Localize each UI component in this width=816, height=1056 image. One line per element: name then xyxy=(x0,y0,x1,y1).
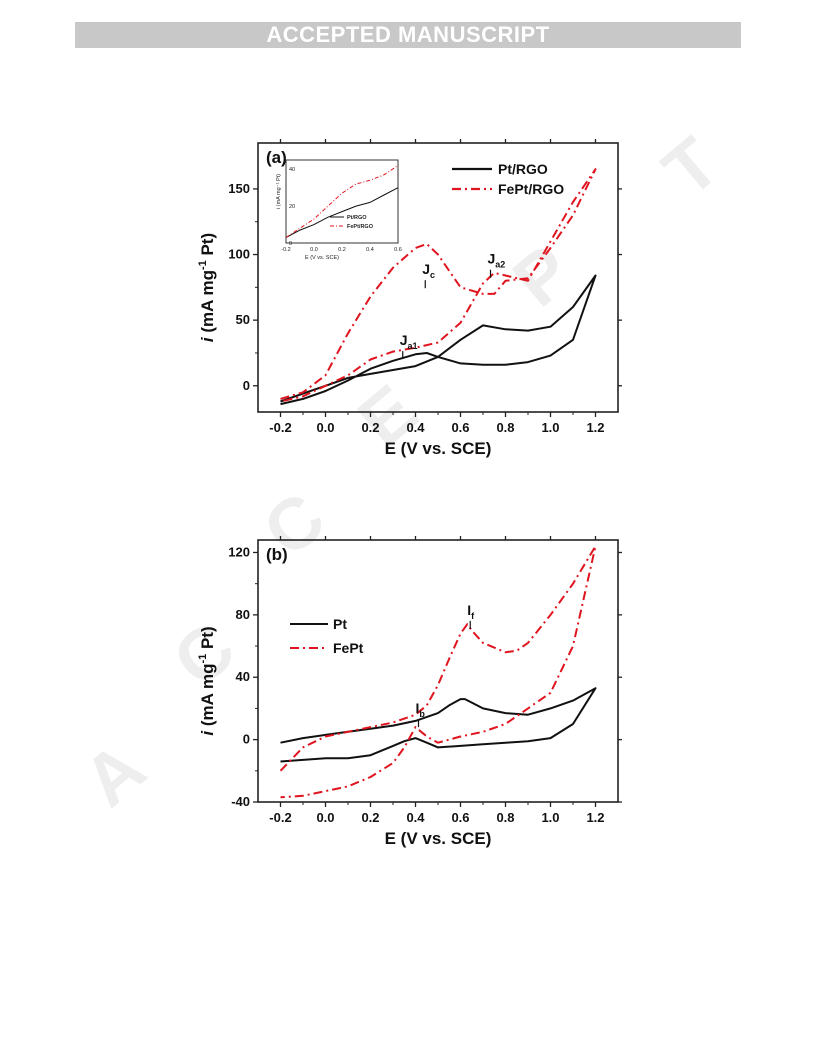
inset-chart: -0.2 0.0 0.2 0.4 0.6 0 20 40 E (V vs. SCE) i (mA … xyxy=(276,159,402,261)
annotation-label: Jc xyxy=(422,261,435,280)
annotation-label: Ja1 xyxy=(400,332,418,351)
x-tick-label: 1.2 xyxy=(586,420,604,435)
x-tick-label: 0.8 xyxy=(496,420,514,435)
x-tick-label: -0.2 xyxy=(269,810,291,825)
inset-legend-entry: Pt/RGO xyxy=(347,215,367,221)
x-tick-label: 0.4 xyxy=(406,810,425,825)
inset-legend-entry: FePt/RGO xyxy=(347,224,374,230)
y-tick-label: 0 xyxy=(243,378,250,393)
inset-x-tick-label: -0.2 xyxy=(281,247,290,253)
y-axis-label: i (mA mg-1 Pt) xyxy=(197,233,217,342)
legend-b: Pt FePt xyxy=(290,616,364,656)
x-tick-label: 1.2 xyxy=(586,810,604,825)
chart-a: -0.2 0.0 0.2 0.4 0.6 0.8 1.0 1.2 0 50 100 150 E (V v… xyxy=(197,139,622,458)
x-tick-label: 0.0 xyxy=(316,810,334,825)
x-tick-label: 0.4 xyxy=(406,420,425,435)
panel-label: (a) xyxy=(266,148,287,167)
x-tick-label: -0.2 xyxy=(269,420,291,435)
legend-entry: Pt xyxy=(333,616,347,632)
inset-y-tick-label: 20 xyxy=(289,204,295,210)
legend-entry: Pt/RGO xyxy=(498,161,548,177)
y-tick-label: -40 xyxy=(231,794,250,809)
legend-a: Pt/RGO FePt/RGO xyxy=(452,161,564,197)
y-tick-label: 100 xyxy=(228,247,250,262)
y-tick-label: 0 xyxy=(243,732,250,747)
y-tick-label: 80 xyxy=(236,607,250,622)
plot-frame xyxy=(257,539,619,803)
x-axis-label: E (V vs. SCE) xyxy=(385,829,492,848)
inset-y-label: i (mA mg⁻¹ Pt) xyxy=(276,174,282,209)
inset-x-tick-label: 0.0 xyxy=(310,247,318,253)
watermark: ACCEPT xyxy=(69,123,734,823)
series-line-fept xyxy=(279,545,597,799)
annotation-label: If xyxy=(467,602,475,621)
y-tick-label: 150 xyxy=(228,181,250,196)
watermark-letter: A xyxy=(69,728,160,823)
inset-series-line xyxy=(285,187,399,238)
inset-x-tick-label: 0.2 xyxy=(338,247,346,253)
y-axis-label: i (mA mg-1 Pt) xyxy=(197,626,217,735)
x-tick-label: 0.6 xyxy=(451,420,469,435)
x-tick-label: 0.2 xyxy=(361,420,379,435)
series-line-pt xyxy=(280,687,597,763)
x-tick-label: 1.0 xyxy=(541,420,559,435)
chart-b: -0.2 0.0 0.2 0.4 0.6 0.8 1.0 1.2 -40 0 40 80 120 E (V… xyxy=(197,536,622,848)
x-tick-label: 0.0 xyxy=(316,420,334,435)
x-tick-label: 0.2 xyxy=(361,810,379,825)
legend-entry: FePt/RGO xyxy=(498,181,564,197)
y-tick-label: 120 xyxy=(228,544,250,559)
annotation-label: Ib xyxy=(416,700,426,719)
inset-x-tick-label: 0.6 xyxy=(394,247,402,253)
x-tick-label: 0.6 xyxy=(451,810,469,825)
inset-frame xyxy=(285,159,399,244)
series-line-pt-rgo xyxy=(280,274,597,406)
y-tick-label: 50 xyxy=(236,312,250,327)
legend-entry: FePt xyxy=(333,640,364,656)
inset-y-tick-label: 0 xyxy=(289,241,292,247)
x-axis-label: E (V vs. SCE) xyxy=(385,439,492,458)
watermark-letter: T xyxy=(649,123,734,213)
watermark-letter: P xyxy=(499,230,587,322)
watermark-letter: C xyxy=(249,478,340,573)
annotation-label: Ja2 xyxy=(488,251,506,270)
inset-y-tick-label: 40 xyxy=(289,167,295,173)
y-tick-label: 40 xyxy=(236,669,250,684)
series-group xyxy=(280,168,597,406)
inset-x-tick-label: 0.4 xyxy=(366,247,374,253)
series-group xyxy=(279,545,597,799)
x-tick-label: 1.0 xyxy=(541,810,559,825)
inset-x-label: E (V vs. SCE) xyxy=(305,255,339,261)
accepted-manuscript-banner: ACCEPTED MANUSCRIPT xyxy=(75,22,741,48)
x-tick-label: 0.8 xyxy=(496,810,514,825)
panel-label: (b) xyxy=(266,545,288,564)
